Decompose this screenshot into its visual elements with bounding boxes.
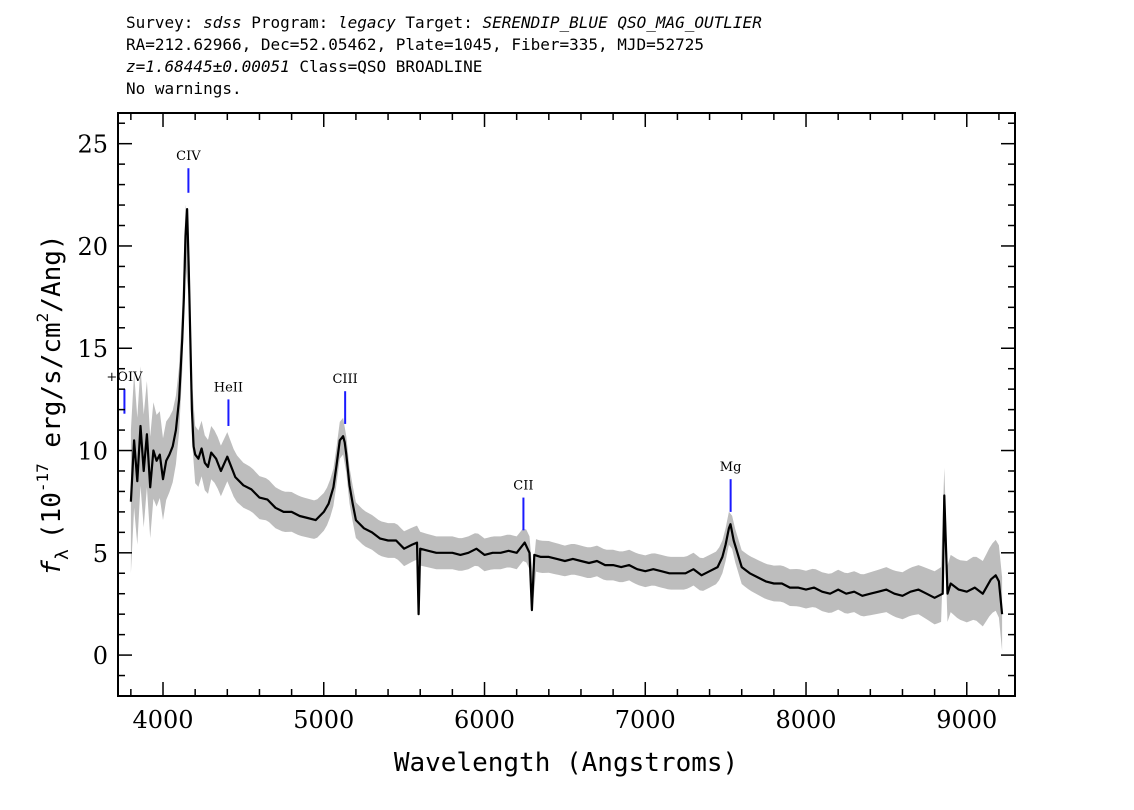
- y-tick-label: 20: [77, 233, 108, 261]
- emission-label-civ: CIV: [176, 149, 201, 164]
- plot-frame: [117, 112, 1016, 697]
- y-axis-title-f: f: [37, 560, 67, 576]
- survey-value: sdss: [203, 13, 242, 32]
- header-line-redshift: z=1.68445±0.00051 Class=QSO BROADLINE: [126, 56, 762, 78]
- emission-label-oiv: +OIV: [106, 370, 143, 385]
- x-tick-label: 9000: [936, 706, 997, 734]
- emission-label-mg: Mg: [720, 460, 742, 475]
- x-tick-label: 7000: [615, 706, 676, 734]
- y-axis-title-suffix: /Ang): [37, 234, 67, 312]
- y-axis-title-exp1: -17: [33, 463, 52, 492]
- tick-labels-layer: 4000 5000 6000 7000 8000 9000 0 5 10 15 20 25: [77, 131, 997, 734]
- x-tick-label: 6000: [454, 706, 515, 734]
- y-tick-label: 15: [77, 335, 108, 363]
- target-label: Target:: [405, 13, 473, 32]
- header-line-survey: Survey: sdss Program: legacy Target: SER…: [126, 12, 762, 34]
- y-axis-title-prefix: (10: [37, 492, 67, 539]
- flux-layer: [129, 208, 1004, 616]
- error-band: [130, 204, 1003, 651]
- program-value: legacy: [337, 13, 396, 32]
- program-label: Program:: [251, 13, 329, 32]
- emission-label-cii: CII: [513, 479, 533, 494]
- emission-label-heii: HeII: [214, 380, 243, 395]
- y-axis-title-mid: erg/s/cm: [37, 322, 67, 463]
- error-band-layer: [130, 204, 1003, 651]
- x-tick-label: 8000: [775, 706, 836, 734]
- target-value: SERENDIP_BLUE QSO_MAG_OUTLIER: [482, 13, 762, 32]
- redshift-value: z=1.68445±0.00051: [126, 57, 290, 76]
- y-axis-title: fλ (10-17 erg/s/cm2/Ang): [33, 234, 73, 575]
- y-axis-title-exp2: 2: [33, 313, 52, 323]
- class-value: Class=QSO BROADLINE: [299, 57, 483, 76]
- y-tick-label: 5: [93, 540, 108, 568]
- flux-series-line: [129, 208, 1004, 616]
- y-tick-label: 0: [93, 642, 108, 670]
- header-line-warnings: No warnings.: [126, 79, 242, 98]
- ticks-layer: [118, 113, 1015, 696]
- spectrum-header: Survey: sdss Program: legacy Target: SER…: [126, 12, 762, 100]
- x-axis-title: Wavelength (Angstroms): [394, 748, 738, 778]
- emission-label-ciii: CIII: [332, 372, 357, 387]
- x-tick-label: 5000: [293, 706, 354, 734]
- emission-line-layer: +OIV CIV HeII CIII CII Mg: [106, 149, 742, 531]
- y-tick-label: 25: [77, 131, 108, 159]
- header-line-coords: RA=212.62966, Dec=52.05462, Plate=1045, …: [126, 35, 704, 54]
- x-tick-label: 4000: [132, 706, 193, 734]
- survey-label: Survey:: [126, 13, 194, 32]
- y-axis-title-lambda: λ: [52, 549, 73, 560]
- y-tick-label: 10: [77, 438, 108, 466]
